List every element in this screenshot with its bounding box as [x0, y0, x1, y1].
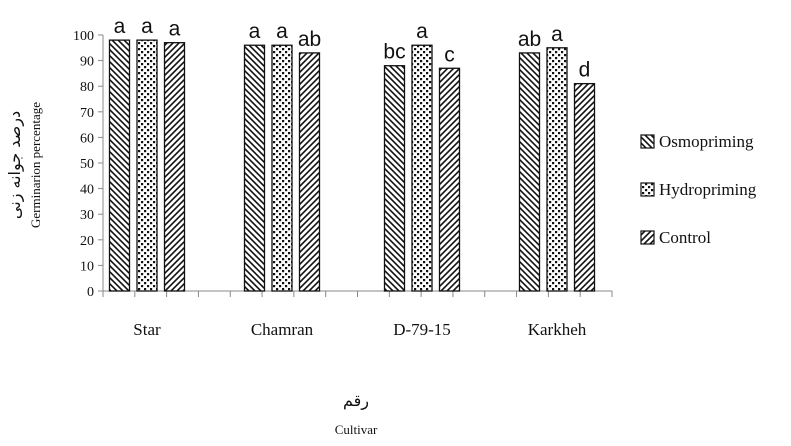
bar-control-chamran [298, 52, 321, 292]
bar-hydropriming-star [136, 39, 158, 292]
category-label: Karkheh [528, 320, 587, 339]
y-tick-label: 30 [80, 208, 94, 223]
category-label: Chamran [251, 320, 314, 339]
significance-letter: ab [298, 28, 321, 51]
category-labels: Star Chamran D-79-15 Karkheh [133, 320, 586, 339]
y-tick-label: 20 [80, 234, 94, 249]
y-tick-label: 10 [80, 259, 94, 274]
legend-label: Hydropriming [659, 180, 757, 199]
significance-letter: a [169, 18, 181, 41]
y-tick-labels: 0 10 20 30 40 50 60 70 80 90 100 [73, 29, 94, 300]
significance-letter: a [416, 20, 428, 43]
significance-letter: d [579, 59, 591, 82]
y-axis-label-persian: درصد جوانه زنی [5, 111, 25, 219]
bar-osmopriming-karkheh [518, 52, 541, 292]
bar-hydropriming-d-79-15 [411, 44, 433, 292]
legend: Osmopriming Hydropriming Control [640, 132, 757, 247]
y-tick-label: 50 [80, 157, 94, 172]
y-tick-label: 90 [80, 55, 94, 70]
bar-control-star [163, 42, 186, 292]
bar-osmopriming-chamran [243, 44, 266, 292]
bar-control-d-79-15 [438, 67, 461, 292]
category-label: D-79-15 [393, 320, 451, 339]
significance-letter: a [276, 20, 288, 43]
category-label: Star [133, 320, 161, 339]
legend-label: Osmopriming [659, 132, 754, 151]
y-tick-label: 100 [73, 29, 94, 44]
significance-letter: a [551, 23, 563, 46]
bar-hydropriming-chamran [271, 44, 293, 292]
legend-swatch [640, 230, 655, 245]
significance-letter: a [249, 20, 261, 43]
legend-swatch [640, 134, 655, 149]
significance-letter: bc [383, 41, 405, 64]
x-axis-label-english: Cultivar [335, 422, 378, 437]
significance-letter: ab [518, 28, 541, 51]
y-axis-label-english: Germinarion percentage [28, 102, 43, 228]
significance-letter: c [444, 43, 455, 66]
bars [108, 39, 596, 292]
y-tick-label: 80 [80, 80, 94, 95]
y-tick-label: 60 [80, 131, 94, 146]
y-tick-label: 0 [87, 285, 94, 300]
x-axis-label-persian: رقم [343, 391, 369, 411]
bar-control-karkheh [573, 82, 596, 292]
significance-letter: a [141, 15, 153, 38]
legend-label: Control [659, 228, 711, 247]
legend-swatch [640, 182, 655, 197]
bar-osmopriming-star [108, 39, 131, 292]
y-tick-label: 40 [80, 183, 94, 198]
significance-letter: a [114, 15, 126, 38]
bar-hydropriming-karkheh [546, 47, 568, 292]
y-tick-label: 70 [80, 106, 94, 121]
bar-osmopriming-d-79-15 [383, 65, 406, 292]
